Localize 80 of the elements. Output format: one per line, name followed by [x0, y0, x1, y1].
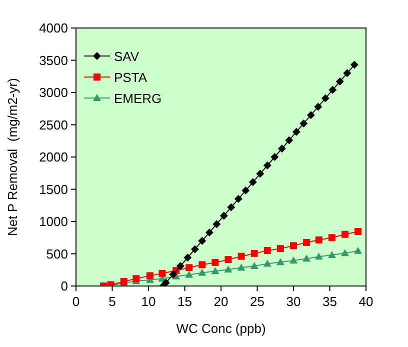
x-tick-label: 25 [250, 294, 264, 309]
x-tick-label: 40 [358, 294, 374, 309]
y-tick-label: 2500 [39, 117, 68, 132]
point [354, 228, 362, 235]
point [212, 220, 221, 228]
point [354, 246, 362, 254]
point [198, 236, 206, 245]
point [234, 194, 242, 203]
point [256, 170, 264, 178]
point [250, 262, 258, 270]
point [328, 86, 337, 94]
point [224, 266, 232, 273]
point [290, 242, 297, 250]
legend-label: SAV [114, 49, 140, 64]
x-tick-label: 0 [72, 294, 80, 309]
point [176, 262, 184, 270]
point [227, 203, 236, 212]
y-tick-label: 1500 [39, 182, 68, 197]
y-tick-label: 500 [46, 246, 68, 262]
x-tick-label: 15 [178, 294, 192, 309]
point [300, 119, 308, 128]
point [158, 270, 166, 277]
x-tick-label: 20 [214, 294, 228, 309]
point [306, 111, 315, 120]
point [220, 212, 228, 220]
point [238, 252, 245, 260]
point [336, 78, 344, 86]
point [162, 278, 170, 286]
point [263, 260, 272, 267]
point [270, 153, 279, 161]
y-tick-label: 3500 [39, 52, 68, 68]
x-tick-label: 10 [141, 294, 156, 309]
y-tick-label: 4000 [39, 20, 68, 36]
point [184, 254, 192, 262]
point [290, 256, 298, 264]
y-tick-label: 2000 [39, 150, 68, 164]
point [314, 252, 323, 260]
point [341, 230, 348, 238]
point [314, 102, 322, 111]
point [198, 261, 206, 268]
point [328, 251, 336, 258]
x-tick-label: 5 [108, 294, 116, 309]
point [169, 270, 178, 278]
point [248, 178, 257, 186]
y-tick-label: 1000 [39, 214, 68, 229]
point [285, 136, 294, 144]
point [263, 161, 272, 170]
y-axis-title: Net P Removal (mg/m2-yr) [5, 78, 20, 236]
point [340, 249, 349, 256]
point [186, 264, 193, 272]
point [292, 128, 300, 136]
point [303, 238, 310, 246]
point [224, 256, 232, 264]
x-tick-label: 30 [286, 294, 301, 309]
point [205, 228, 214, 236]
x-tick-label: 35 [322, 294, 337, 309]
point [343, 69, 352, 78]
y-tick-label: 0 [60, 278, 68, 294]
point [276, 245, 284, 252]
legend-label: EMERG [114, 91, 162, 106]
point [242, 186, 250, 195]
point [328, 234, 336, 242]
point [212, 258, 219, 266]
point [315, 236, 322, 244]
x-axis-title: WC Conc (ppb) [176, 321, 266, 336]
point [264, 247, 271, 254]
y-tick-label: 3000 [39, 85, 68, 100]
point [211, 267, 220, 274]
point [276, 258, 284, 266]
point [302, 254, 311, 262]
point [146, 272, 154, 280]
point [278, 144, 286, 153]
point [198, 268, 206, 276]
legend-label: PSTA [114, 70, 148, 85]
point [190, 245, 199, 254]
point [321, 94, 330, 102]
point [250, 250, 258, 257]
point [185, 270, 194, 278]
point [350, 60, 358, 69]
point [237, 264, 246, 271]
